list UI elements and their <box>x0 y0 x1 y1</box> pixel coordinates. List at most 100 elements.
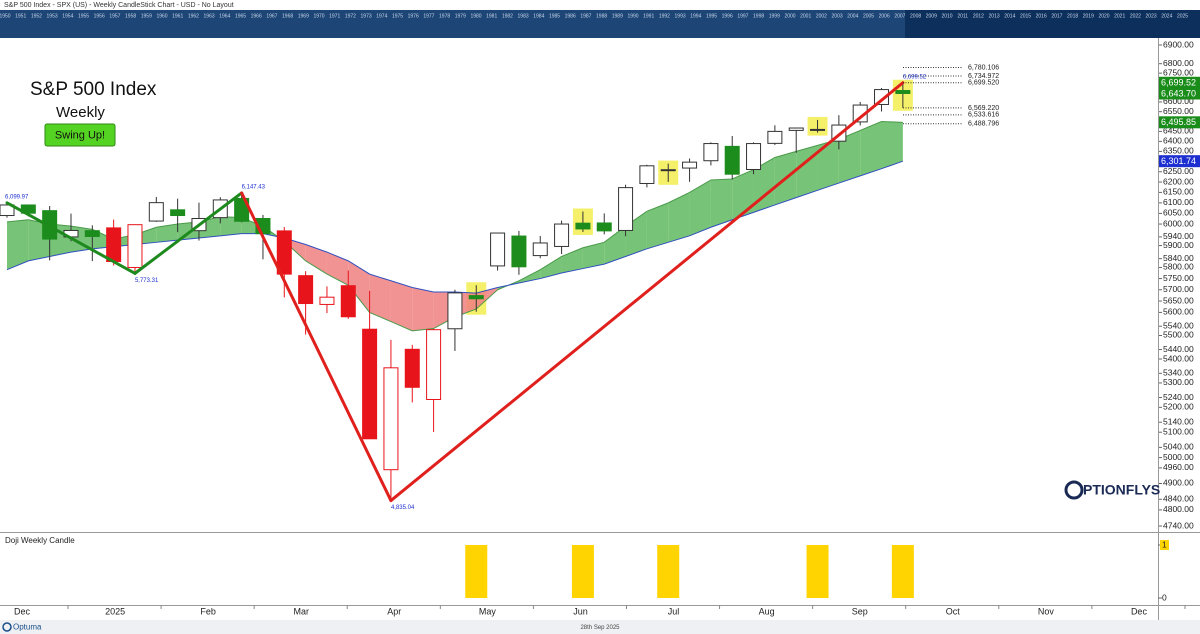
candle-body <box>895 90 911 94</box>
timeline-year: 1970 <box>313 13 324 19</box>
candle-body <box>767 130 783 144</box>
timeline-year: 2001 <box>800 13 811 19</box>
cloud-segment <box>540 256 562 279</box>
doji-bar <box>657 545 680 598</box>
timeline-year: 2007 <box>894 13 905 19</box>
y-tick-label: 4740.00 <box>1163 520 1194 530</box>
timeline-year: 2013 <box>989 13 1000 19</box>
candle-body <box>170 209 186 217</box>
chart-heading: S&P 500 Index <box>30 79 157 100</box>
y-tick-label: 0 <box>1162 592 1167 602</box>
cloud-segment <box>838 130 861 184</box>
swing-line <box>240 191 393 503</box>
price-tag <box>1158 76 1200 89</box>
y-tick-label: 5340.00 <box>1163 368 1194 378</box>
timeline-year: 1960 <box>156 13 167 19</box>
candle-body <box>810 128 826 131</box>
timeline-year: 1971 <box>329 13 340 19</box>
y-tick-label: 5000.00 <box>1163 452 1194 462</box>
y-tick-label: 6050.00 <box>1163 208 1194 218</box>
x-tick-label: 2025 <box>105 606 125 616</box>
candle-body <box>682 161 698 169</box>
timeline-year: 1989 <box>612 13 623 19</box>
swing-label: 6,699.52 <box>903 74 927 80</box>
y-tick-label: 6000.00 <box>1163 218 1194 228</box>
timeline-year: 2000 <box>784 13 795 19</box>
candle-body <box>84 230 100 237</box>
y-tick-label: 5700.00 <box>1163 284 1194 294</box>
timeline-year: 2008 <box>910 13 921 19</box>
window-title: S&P 500 Index - SPX (US) - Weekly Candle… <box>4 2 234 9</box>
x-tick-label: Jun <box>573 606 588 616</box>
x-axis: Dec 2025 Feb Mar Apr May Jun Jul Aug Sep Oct Nov Dec <box>14 605 1186 616</box>
timeline-year: 2014 <box>1004 13 1015 19</box>
timeline-year: 2024 <box>1161 13 1172 19</box>
timeline-year: 2012 <box>973 13 984 19</box>
x-tick-label: Dec <box>14 606 31 616</box>
swing-line <box>389 81 905 503</box>
candle-body <box>618 187 634 231</box>
level-label: 6,734.972 <box>968 73 999 80</box>
candle-body <box>404 348 420 388</box>
candle-body <box>724 145 740 175</box>
platform: Optuma <box>13 623 42 632</box>
y-tick-label: 5900.00 <box>1163 240 1194 250</box>
level-label: 6,569.220 <box>968 105 999 112</box>
timeline-year: 1988 <box>596 13 607 19</box>
timeline-year: 1955 <box>78 13 89 19</box>
cloud-segment <box>305 244 327 275</box>
timeline-year: 1972 <box>345 13 356 19</box>
timeline-year: 1978 <box>439 13 450 19</box>
y-tick-label: 5800.00 <box>1163 262 1194 272</box>
price-tag-label: 6,699.52 <box>1161 78 1196 88</box>
cloud-segment <box>156 224 178 243</box>
y-tick-label: 5840.00 <box>1163 253 1194 263</box>
cloud-segment <box>881 121 903 169</box>
y-tick-label: 6600.00 <box>1163 96 1194 106</box>
timeline-year: 1998 <box>753 13 764 19</box>
timeline-year: 1951 <box>15 13 26 19</box>
candle-body <box>298 275 314 305</box>
y-tick-label: 6550.00 <box>1163 106 1194 116</box>
signal-badge-text: Swing Up! <box>55 129 105 141</box>
timeline-year: 1985 <box>549 13 560 19</box>
timeline-year: 1957 <box>109 13 120 19</box>
y-tick-label: 6450.00 <box>1163 126 1194 136</box>
y-tick-label: 5140.00 <box>1163 416 1194 426</box>
title-bar <box>0 0 1200 10</box>
y-tick-label: 5240.00 <box>1163 392 1194 402</box>
signal-badge <box>44 123 116 147</box>
timeline-year: 1979 <box>455 13 466 19</box>
timeline-year: 1991 <box>643 13 654 19</box>
candle-body <box>575 222 591 230</box>
doji-bar <box>891 545 914 598</box>
timeline-year: 2003 <box>832 13 843 19</box>
timeline-year: 1954 <box>62 13 73 19</box>
timeline-year: 2016 <box>1036 13 1047 19</box>
timeline-year: 1997 <box>737 13 748 19</box>
cloud-segment <box>860 121 882 176</box>
panel-title: Doji Weekly Candle <box>5 536 75 545</box>
y-tick-label: 5440.00 <box>1163 344 1194 354</box>
doji-bar <box>806 545 829 598</box>
cloud-segment <box>689 179 711 236</box>
y-tick-label: 6150.00 <box>1163 187 1194 197</box>
price-tag <box>1158 155 1200 168</box>
y-tick-label: 1 <box>1162 539 1167 549</box>
y-tick-label: 5940.00 <box>1163 231 1194 241</box>
candle-body <box>554 223 570 247</box>
timeline-year: 1981 <box>486 13 497 19</box>
timeline-year: 1986 <box>565 13 576 19</box>
y-tick-label: 6350.00 <box>1163 146 1194 156</box>
candle-body <box>490 232 506 267</box>
level-label: 6,533.616 <box>968 112 999 119</box>
level-label: 6,488.796 <box>968 121 999 128</box>
cloud-segment <box>390 280 413 331</box>
y-tick-label: 5540.00 <box>1163 320 1194 330</box>
y-tick-label: 5400.00 <box>1163 353 1194 363</box>
chart-subheading: Weekly <box>56 104 105 121</box>
y-tick-label: 6800.00 <box>1163 58 1194 68</box>
timeline-year: 1961 <box>172 13 183 19</box>
y-tick-label: 5500.00 <box>1163 330 1194 340</box>
x-tick-label: Oct <box>946 606 961 616</box>
